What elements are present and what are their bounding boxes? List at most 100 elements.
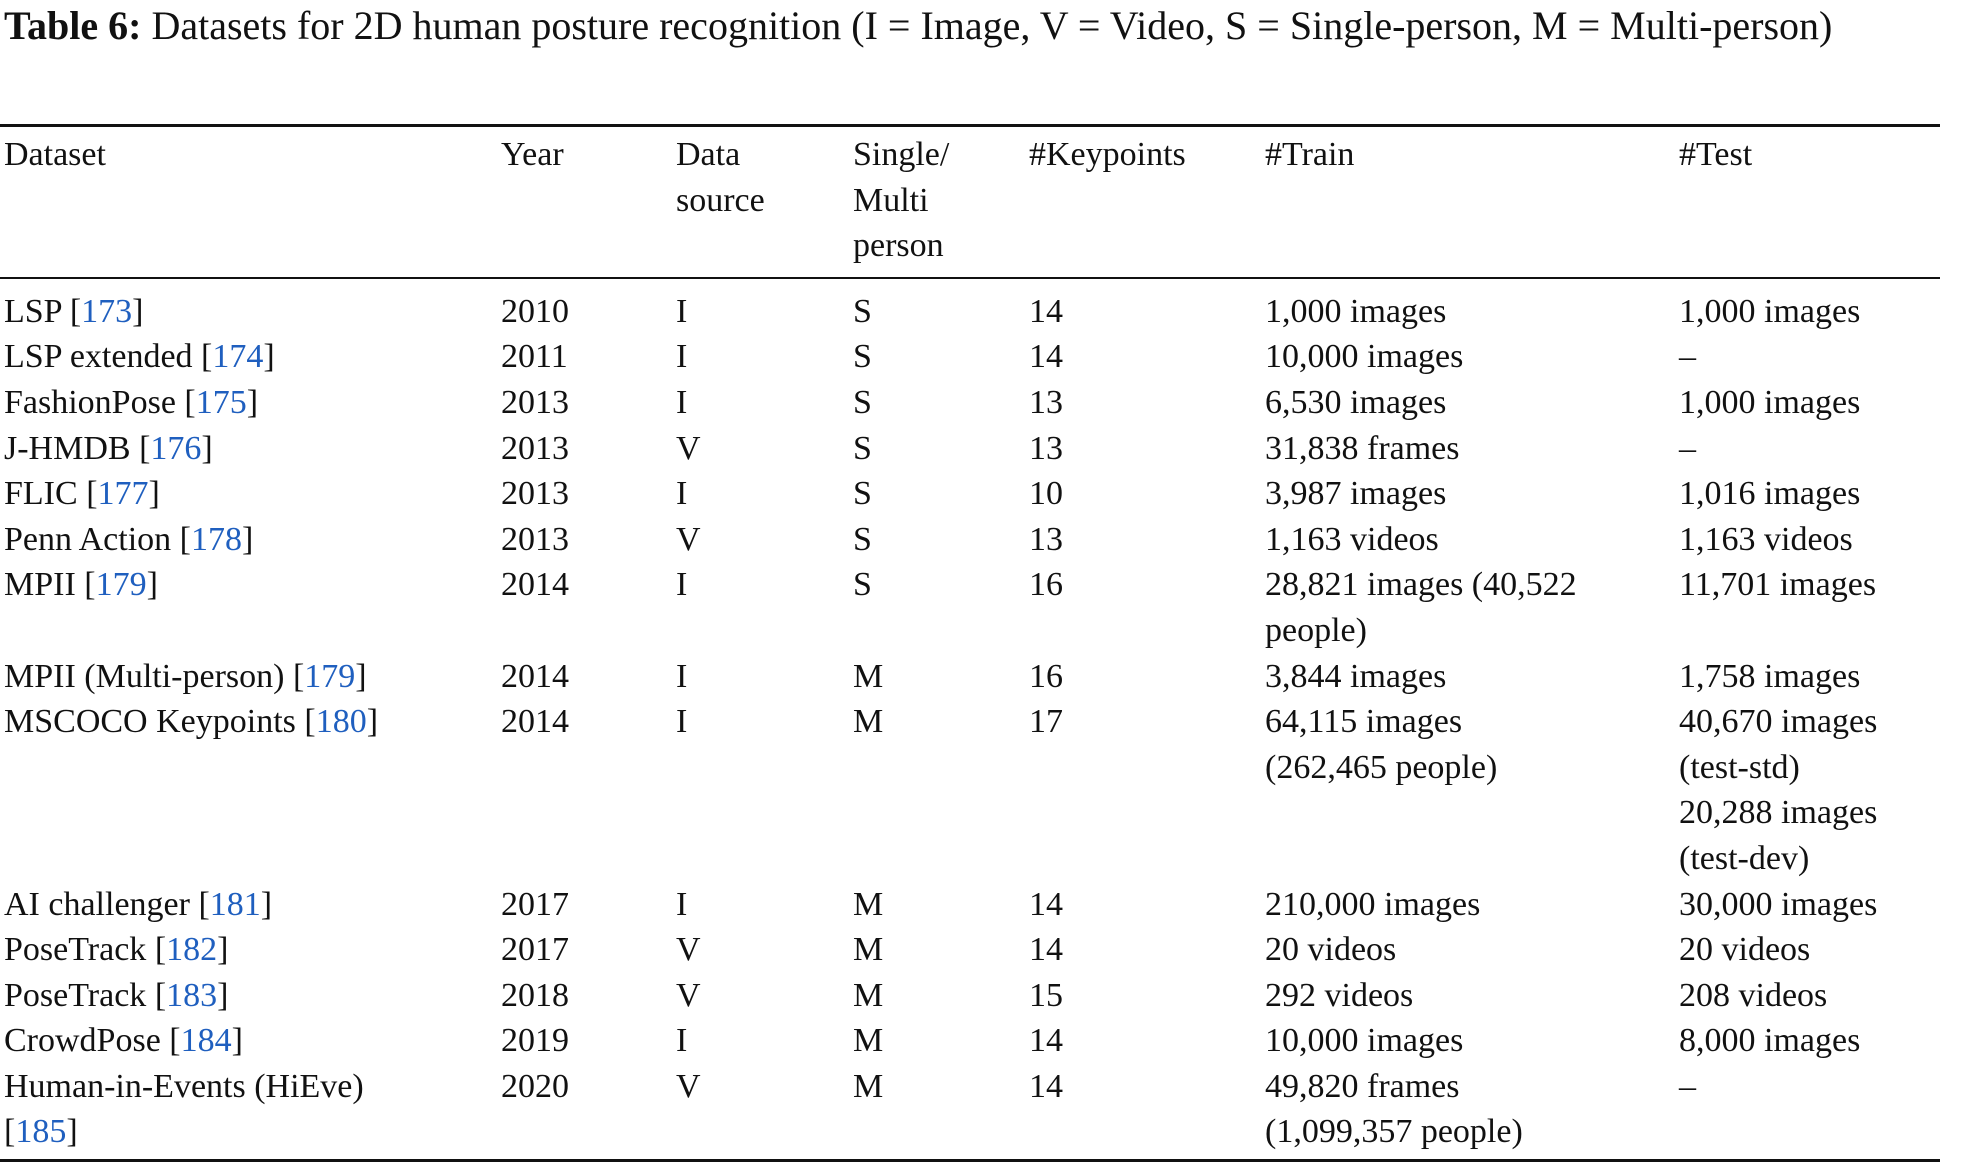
column-header-data-source: Data source <box>672 132 849 279</box>
dataset-cell: PoseTrack [183] <box>4 976 229 1014</box>
train-cell-line: 10,000 images <box>1265 1022 1464 1060</box>
keypoints-cell: 13 <box>1025 517 1261 563</box>
person-cell: S <box>849 562 1025 653</box>
test-cell: 1,016 images <box>1675 471 1940 517</box>
train-cell: 210,000 images <box>1261 882 1675 928</box>
data-source-cell-text: V <box>676 429 701 467</box>
citation-link[interactable]: 174 <box>212 338 264 376</box>
test-cell-line: – <box>1679 338 1696 376</box>
test-cell: – <box>1675 426 1940 472</box>
year-cell: 2020 <box>497 1064 672 1155</box>
year-cell-text: 2020 <box>501 1067 569 1105</box>
train-cell: 10,000 images <box>1261 1018 1675 1064</box>
citation-link[interactable]: 184 <box>180 1022 232 1060</box>
keypoints-cell-text: 14 <box>1029 338 1063 376</box>
header-text: person <box>853 227 944 265</box>
table-row: PoseTrack [183] 2018 V M 15 292 videos 208 vid… <box>0 973 1940 1019</box>
header-text: #Train <box>1265 136 1355 173</box>
test-cell-line: 40,670 images <box>1679 703 1878 741</box>
person-cell-text: M <box>853 1067 884 1105</box>
data-source-cell: I <box>672 562 849 653</box>
citation-link[interactable]: 181 <box>209 885 261 923</box>
train-cell-line: 64,115 images <box>1265 703 1463 741</box>
caption-text: Datasets for 2D human posture recognitio… <box>141 3 1833 48</box>
test-cell-line: 8,000 images <box>1679 1022 1861 1060</box>
test-cell: 11,701 images <box>1675 562 1940 653</box>
person-cell-text: S <box>853 520 872 558</box>
table-row: AI challenger [181] 2017 I M 14 210,000 image… <box>0 882 1940 928</box>
person-cell: S <box>849 334 1025 380</box>
year-cell-text: 2014 <box>501 566 569 604</box>
person-cell: M <box>849 927 1025 973</box>
keypoints-cell-text: 13 <box>1029 383 1063 421</box>
train-cell: 1,000 images <box>1261 279 1675 335</box>
person-cell-text: M <box>853 703 884 741</box>
citation-link[interactable]: 179 <box>304 657 356 695</box>
citation-link[interactable]: 182 <box>166 931 218 969</box>
test-cell: 20 videos <box>1675 927 1940 973</box>
dataset-name: LSP <box>4 292 62 330</box>
header-text: Multi <box>853 181 929 219</box>
column-header-single-multi-person: Single/Multi person <box>849 132 1025 279</box>
citation-link[interactable]: 180 <box>315 703 367 741</box>
citation-link[interactable]: 178 <box>191 520 242 558</box>
person-cell-text: S <box>853 383 872 421</box>
table-body: LSP [173] 2010 I S 14 1,000 images 1,000 image… <box>0 279 1940 1155</box>
train-cell: 1,163 videos <box>1261 517 1675 563</box>
header-rule <box>0 277 1940 279</box>
dataset-name: LSP extended <box>4 338 193 376</box>
train-cell-line: 1,000 images <box>1265 292 1447 330</box>
person-cell-text: S <box>853 429 872 467</box>
person-cell: S <box>849 426 1025 472</box>
citation-link[interactable]: 176 <box>150 429 202 467</box>
year-cell-text: 2014 <box>501 703 569 741</box>
citation-link[interactable]: 179 <box>95 566 147 604</box>
test-cell-line: 20,288 images <box>1679 794 1878 832</box>
dataset-cell: LSP [173] <box>4 292 144 330</box>
test-cell: 30,000 images <box>1675 882 1940 928</box>
citation-link[interactable]: 175 <box>195 383 247 421</box>
citation-link[interactable]: 183 <box>166 976 218 1014</box>
year-cell: 2013 <box>497 471 672 517</box>
test-cell-line: 1,016 images <box>1679 475 1861 513</box>
table-row: LSP extended [174] 2011 I S 14 10,000 images – <box>0 334 1940 380</box>
data-source-cell-text: V <box>676 520 701 558</box>
table-row: FLIC [177] 2013 I S 10 3,987 images 1,016 imag… <box>0 471 1940 517</box>
dataset-name: FLIC <box>4 475 78 513</box>
year-cell-text: 2013 <box>501 383 569 421</box>
person-cell: S <box>849 380 1025 426</box>
dataset-cell: PoseTrack [182] <box>4 931 229 969</box>
train-cell-line: (262,465 people) <box>1265 748 1498 786</box>
test-cell-line: 30,000 images <box>1679 885 1878 923</box>
year-cell-text: 2017 <box>501 931 569 969</box>
data-source-cell-text: I <box>676 885 688 923</box>
citation-link[interactable]: 173 <box>81 292 133 330</box>
test-cell: 1,163 videos <box>1675 517 1940 563</box>
train-cell-line: 31,838 frames <box>1265 429 1460 467</box>
person-cell-text: M <box>853 885 884 923</box>
citation-link[interactable]: 185 <box>15 1113 67 1151</box>
table-row: LSP [173] 2010 I S 14 1,000 images 1,000 image… <box>0 279 1940 335</box>
header-text: Dataset <box>4 136 106 173</box>
keypoints-cell: 14 <box>1025 1064 1261 1155</box>
year-cell: 2010 <box>497 279 672 335</box>
person-cell: M <box>849 699 1025 881</box>
person-cell-text: M <box>853 1022 884 1060</box>
data-source-cell-text: I <box>676 657 688 695</box>
keypoints-cell: 14 <box>1025 279 1261 335</box>
data-source-cell: V <box>672 927 849 973</box>
test-cell: 8,000 images <box>1675 1018 1940 1064</box>
table-caption: Table 6: Datasets for 2D human posture r… <box>4 0 1964 52</box>
data-source-cell-text: I <box>676 383 688 421</box>
test-cell-line: – <box>1679 429 1696 467</box>
person-cell: M <box>849 882 1025 928</box>
keypoints-cell: 14 <box>1025 927 1261 973</box>
column-header-dataset: Dataset <box>0 132 497 279</box>
dataset-cell: AI challenger [181] <box>4 885 273 923</box>
citation-link[interactable]: 177 <box>97 475 149 513</box>
year-cell: 2019 <box>497 1018 672 1064</box>
year-cell: 2014 <box>497 562 672 653</box>
person-cell: M <box>849 654 1025 700</box>
header-text: Single/ <box>853 136 950 173</box>
test-cell: 1,000 images <box>1675 380 1940 426</box>
